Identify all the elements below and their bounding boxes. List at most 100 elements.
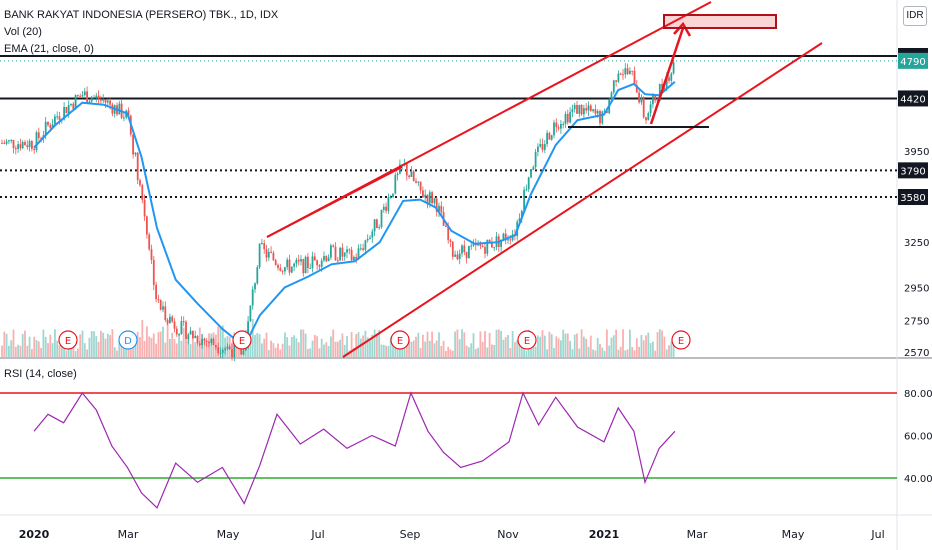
candle <box>642 98 645 118</box>
volume-bar <box>422 334 424 357</box>
candle <box>63 106 65 120</box>
candle <box>362 248 364 250</box>
volume-bar <box>405 346 408 357</box>
volume-bar <box>51 343 54 357</box>
candle <box>49 125 52 128</box>
candle <box>576 104 578 114</box>
event-marker[interactable] <box>58 330 78 350</box>
volume-bar <box>113 347 116 357</box>
time-tick: 2021 <box>589 528 620 541</box>
volume-bar <box>592 349 594 357</box>
rsi-tick: 40.00 <box>904 474 932 485</box>
price-label-box <box>898 90 928 107</box>
event-marker[interactable] <box>232 330 252 350</box>
time-tick: May <box>782 528 805 541</box>
candle <box>31 141 33 149</box>
candle <box>562 123 565 125</box>
candle <box>341 247 344 257</box>
candle <box>132 134 134 155</box>
candle <box>396 173 399 175</box>
candle <box>665 77 668 90</box>
candle <box>111 104 114 114</box>
candle <box>109 100 111 105</box>
volume-bar <box>376 333 378 357</box>
channel-lower-line[interactable] <box>342 42 823 358</box>
trend-channel[interactable] <box>266 1 823 358</box>
rsi-tick: 80.00 <box>904 389 932 400</box>
volume-bar <box>665 349 668 357</box>
time-tick: 2020 <box>19 528 50 541</box>
volume-bar <box>663 336 666 357</box>
event-marker[interactable] <box>671 330 691 350</box>
volume-bar <box>192 333 194 357</box>
candle <box>631 70 634 72</box>
candle <box>182 321 185 323</box>
volume-bar <box>456 329 459 357</box>
candle <box>619 73 622 75</box>
candle <box>364 240 367 250</box>
time-tick: Mar <box>687 528 708 541</box>
volume-bar <box>431 331 433 357</box>
candle <box>141 185 144 200</box>
candle <box>219 352 222 354</box>
volume-bar <box>635 338 638 357</box>
candle <box>26 145 29 148</box>
price-tick: 2570 <box>904 348 929 359</box>
volume-bar <box>164 342 167 357</box>
candle <box>17 144 19 150</box>
candle <box>300 259 302 262</box>
candle <box>24 142 26 146</box>
volume-bar <box>346 336 348 357</box>
volume-bar <box>500 330 502 357</box>
volume-bar <box>658 329 661 357</box>
volume-bar <box>90 331 93 357</box>
candle <box>263 243 266 250</box>
candle <box>286 259 289 268</box>
event-marker[interactable] <box>390 330 410 350</box>
price-tick: 2950 <box>904 284 929 295</box>
candle <box>58 116 61 120</box>
volume-bar <box>313 334 316 357</box>
time-tick: Nov <box>497 528 519 541</box>
candle <box>355 256 358 260</box>
candle <box>428 192 431 204</box>
candle <box>594 109 597 114</box>
candle <box>385 206 387 211</box>
volume-bar <box>334 341 337 357</box>
candle <box>318 265 321 267</box>
volume-bar <box>178 333 180 357</box>
candle <box>555 122 558 128</box>
volume-bar <box>249 337 252 357</box>
candle <box>376 219 378 229</box>
event-marker[interactable] <box>118 330 138 350</box>
candle <box>339 247 341 261</box>
candle <box>325 255 328 262</box>
currency-button[interactable]: IDR <box>903 6 927 26</box>
candle <box>279 267 282 271</box>
projection-arrow-head[interactable] <box>673 21 692 37</box>
volume-bar <box>511 331 514 357</box>
candle <box>228 346 231 350</box>
price-label-box <box>898 52 928 69</box>
volume-bar <box>33 336 36 357</box>
volume-bar <box>532 346 535 357</box>
volume-bar <box>26 345 29 357</box>
volume-bar <box>173 339 176 357</box>
candle <box>601 111 604 124</box>
volume-bar <box>649 343 652 357</box>
target-box[interactable] <box>663 14 777 29</box>
volume-bar <box>433 343 436 357</box>
candle <box>504 233 507 241</box>
volume-bar <box>143 340 146 357</box>
rsi-pane: 80.00 60.00 40.00 <box>0 389 932 509</box>
volume-bar <box>116 350 118 357</box>
volume-bar <box>518 340 521 357</box>
time-tick: Jul <box>870 528 884 541</box>
candle <box>293 263 295 267</box>
projection-arrow-shaft[interactable] <box>649 27 685 125</box>
time-tick: Sep <box>400 528 421 541</box>
event-marker[interactable] <box>517 330 537 350</box>
channel-mid-line[interactable] <box>266 166 403 238</box>
candle <box>37 132 40 138</box>
